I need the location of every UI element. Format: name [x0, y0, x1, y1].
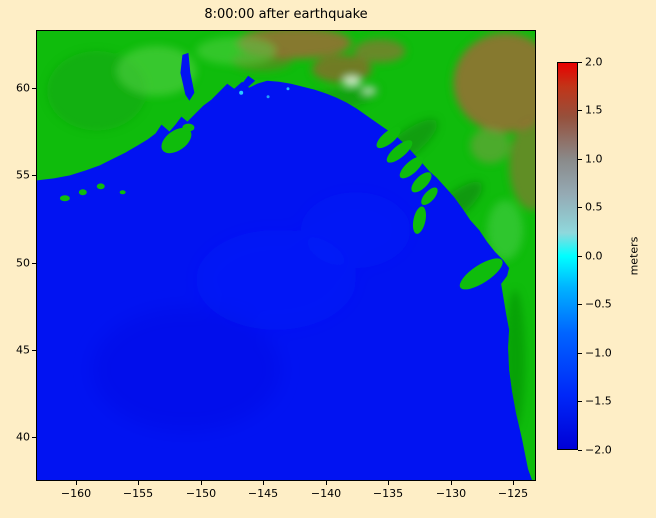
plot-area: [36, 30, 536, 481]
x-tick-label: −145: [247, 487, 279, 500]
y-tick-label: 50: [16, 256, 30, 270]
colorbar-tick-label: −0.5: [585, 297, 612, 311]
x-tick-mark: [326, 481, 327, 485]
plot-title: 8:00:00 after earthquake: [204, 7, 368, 22]
colorbar-tick-label: 2.0: [585, 55, 603, 69]
colorbar-tick-label: −1.0: [585, 346, 612, 360]
colorbar-tick-label: 0.0: [585, 249, 603, 263]
x-tick-mark: [138, 481, 139, 485]
y-tick-label: 60: [16, 81, 30, 95]
prince-william-sound: [241, 75, 256, 88]
x-tick-label: −155: [122, 487, 154, 500]
x-tick-mark: [201, 481, 202, 485]
x-tick-label: −150: [185, 487, 217, 500]
x-tick-label: −160: [60, 487, 92, 500]
colorbar-axis-label: meters: [627, 236, 641, 276]
colorbar-tick-mark: [578, 401, 582, 402]
y-tick-label: 45: [16, 343, 30, 357]
x-tick-mark: [388, 481, 389, 485]
cook-inlet: [180, 52, 195, 101]
map-canvas: [37, 31, 535, 480]
colorbar-tick-mark: [578, 450, 582, 451]
colorbar-tick-label: −2.0: [585, 443, 612, 457]
x-tick-label: −135: [372, 487, 404, 500]
x-tick-label: −130: [435, 487, 467, 500]
colorbar-tick-mark: [578, 62, 582, 63]
x-tick-label: −140: [310, 487, 342, 500]
x-tick-mark: [263, 481, 264, 485]
y-tick-label: 55: [16, 168, 30, 182]
y-tick-mark: [32, 350, 36, 351]
colorbar-tick-mark: [578, 304, 582, 305]
y-tick-label: 40: [16, 430, 30, 444]
y-tick-mark: [32, 263, 36, 264]
colorbar-tick-mark: [578, 159, 582, 160]
x-tick-mark: [451, 481, 452, 485]
colorbar-tick-label: 0.5: [585, 200, 603, 214]
colorbar-tick-label: −1.5: [585, 394, 612, 408]
colorbar-tick-label: 1.5: [585, 103, 603, 117]
islands: [59, 123, 503, 290]
y-tick-mark: [32, 437, 36, 438]
x-tick-mark: [76, 481, 77, 485]
colorbar-tick-mark: [578, 110, 582, 111]
x-tick-mark: [513, 481, 514, 485]
colorbar-tick-mark: [578, 353, 582, 354]
y-tick-mark: [32, 88, 36, 89]
colorbar: [557, 62, 578, 450]
colorbar-tick-mark: [578, 256, 582, 257]
colorbar-tick-mark: [578, 207, 582, 208]
y-tick-mark: [32, 175, 36, 176]
x-tick-label: −125: [497, 487, 529, 500]
colorbar-tick-label: 1.0: [585, 152, 603, 166]
